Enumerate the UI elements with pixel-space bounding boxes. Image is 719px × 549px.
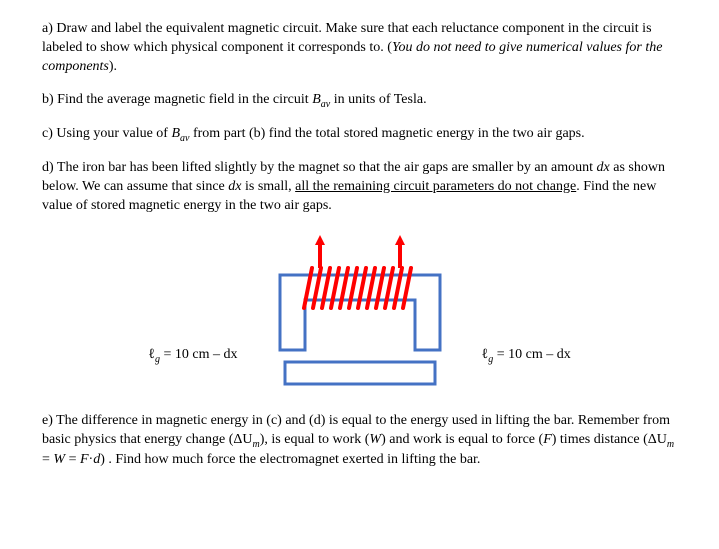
label-left-rest: = 10 cm – dx [160,347,238,362]
paragraph-e: e) The difference in magnetic energy in … [42,412,677,470]
text-a-end: ). [109,59,117,74]
arrows [315,235,405,268]
symbol-d-dx: dx [597,160,610,175]
symbol-c-B: B [171,126,180,141]
symbol-d-dx2: dx [228,179,241,194]
symbol-b-B: B [312,92,321,107]
paragraph-b: b) Find the average magnetic field in th… [42,91,677,111]
gap-label-right: ℓg = 10 cm – dx [482,346,571,390]
paragraph-d: d) The iron bar has been lifted slightly… [42,159,677,216]
text-e-eq2: = [65,452,80,467]
label-left-ell: ℓ [148,347,155,362]
symbol-e-W2: W [53,452,65,467]
symbol-e-W: W [369,432,381,447]
label-right-rest: = 10 cm – dx [493,347,571,362]
paragraph-c: c) Using your value of Bav from part (b)… [42,125,677,145]
symbol-e-subm: m [253,439,260,450]
paragraph-a: a) Draw and label the equivalent magneti… [42,20,677,77]
text-c-pre: c) Using your value of [42,126,171,141]
symbol-b-sub: av [321,98,330,109]
iron-bar [285,362,435,384]
figure-container: ℓg = 10 cm – dx ℓg = 10 cm – dx [42,230,677,390]
text-c-post: from part (b) find the total stored magn… [189,126,584,141]
text-d-mid2: is small, [241,179,295,194]
core-shape [280,275,440,350]
symbol-e-F2: F [80,452,89,467]
text-b-post: in units of Tesla. [330,92,426,107]
text-e-eq: = [42,452,53,467]
text-d-under: all the remaining circuit parameters do … [295,179,576,194]
text-e-mid1: ), is equal to work ( [260,432,370,447]
magnet-diagram [250,230,470,390]
symbol-e-F: F [543,432,552,447]
symbol-e-subm2: m [667,439,674,450]
text-b-pre: b) Find the average magnetic field in th… [42,92,312,107]
text-d-pre: d) The iron bar has been lifted slightly… [42,160,597,175]
text-e-mid2: ) and work is equal to force ( [381,432,543,447]
text-e-mid3: ) times distance (ΔU [552,432,667,447]
gap-label-left: ℓg = 10 cm – dx [148,346,237,390]
text-e-post: ) . Find how much force the electromagne… [100,452,480,467]
